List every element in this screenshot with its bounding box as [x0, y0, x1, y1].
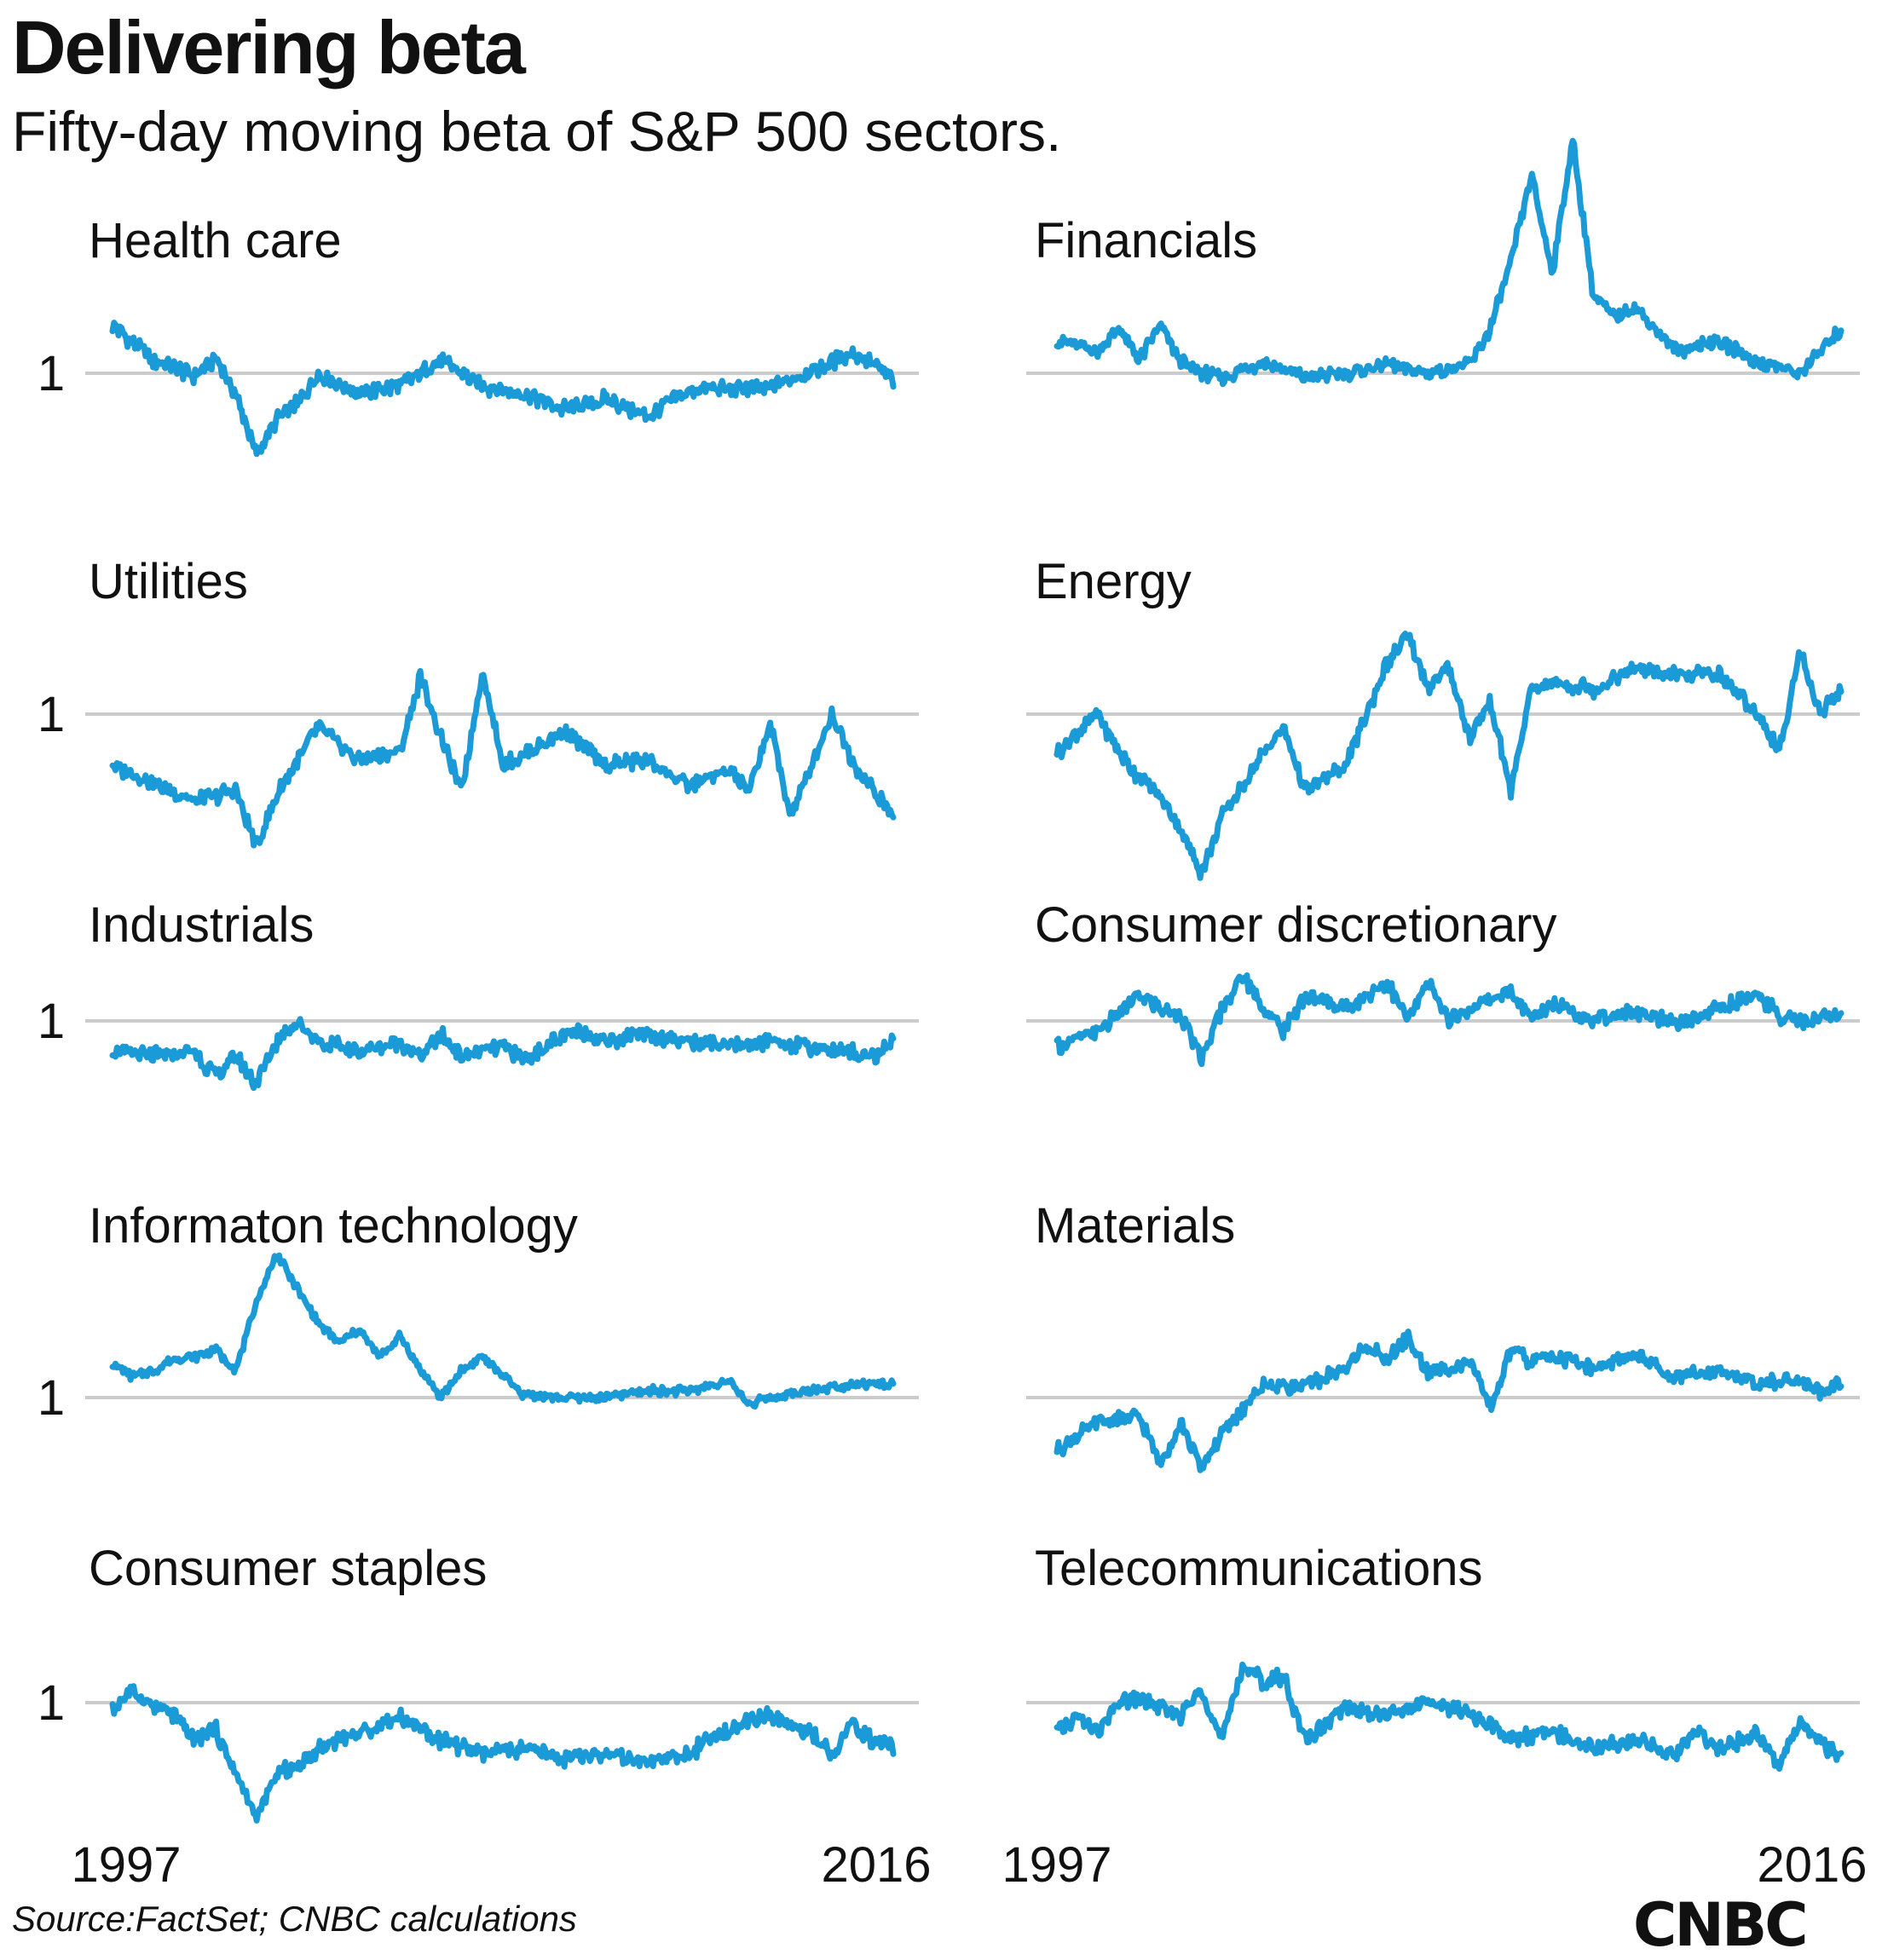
panel-consumer-discretionary: Consumer discretionary	[1026, 897, 1860, 1068]
series-line	[109, 1252, 897, 1409]
panel-title: Informaton technology	[89, 1198, 578, 1254]
panel-title: Health care	[89, 213, 342, 268]
cnbc-logo: CNBC	[1633, 1890, 1809, 1960]
x-tick-label-start: 1997	[1002, 1837, 1111, 1893]
series-line	[109, 320, 897, 458]
panel-health-care: Health care 1	[38, 213, 919, 458]
y-tick-label: 1	[38, 346, 65, 401]
series-line	[1054, 631, 1844, 881]
chart-subtitle: Fifty-day moving beta of S&P 500 sectors…	[12, 100, 1062, 163]
chart-title: Delivering beta	[12, 5, 526, 89]
series-line	[109, 667, 897, 849]
y-tick-label: 1	[38, 1675, 65, 1731]
series-line	[1054, 1329, 1844, 1473]
y-tick-label: 1	[38, 687, 65, 742]
panel-title: Materials	[1035, 1198, 1235, 1254]
series-line	[109, 1016, 897, 1092]
panel-informaton-technology: Informaton technology 1	[38, 1198, 919, 1426]
source-note: Source:FactSet; CNBC calculations	[12, 1899, 577, 1939]
x-tick-label-end: 2016	[821, 1837, 931, 1893]
panel-title: Utilities	[89, 554, 248, 609]
series-line	[109, 1683, 897, 1824]
panel-consumer-staples: Consumer staples 1	[38, 1541, 919, 1824]
panel-title: Telecommunications	[1035, 1541, 1482, 1596]
panel-title: Financials	[1035, 213, 1257, 268]
x-tick-label-start: 1997	[71, 1837, 181, 1893]
series-line	[1054, 972, 1844, 1068]
y-tick-label: 1	[38, 994, 65, 1049]
panel-title: Consumer staples	[89, 1541, 487, 1596]
panel-title: Energy	[1035, 554, 1192, 609]
panel-utilities: Utilities 1	[38, 554, 919, 849]
x-tick-label-end: 2016	[1757, 1837, 1867, 1893]
panel-telecommunications: Telecommunications	[1026, 1541, 1860, 1773]
series-line	[1054, 1661, 1844, 1773]
series-line	[1054, 137, 1844, 388]
panel-materials: Materials	[1026, 1198, 1860, 1473]
y-tick-label: 1	[38, 1370, 65, 1426]
panel-industrials: Industrials 1	[38, 897, 919, 1092]
panel-financials: Financials	[1026, 137, 1860, 388]
panel-title: Industrials	[89, 897, 314, 953]
panel-title: Consumer discretionary	[1035, 897, 1556, 953]
panel-energy: Energy	[1026, 554, 1860, 881]
